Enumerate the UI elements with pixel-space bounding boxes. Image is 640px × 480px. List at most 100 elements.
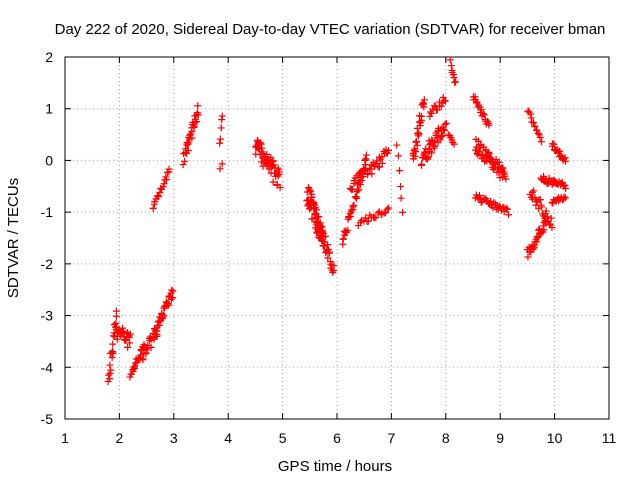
data-point <box>259 162 267 170</box>
data-point <box>418 160 426 168</box>
data-point <box>433 106 441 114</box>
data-point <box>270 161 278 169</box>
data-point <box>383 205 391 213</box>
data-point <box>431 138 439 146</box>
data-point <box>269 178 277 186</box>
data-point <box>550 140 558 148</box>
data-point <box>321 242 329 250</box>
data-point <box>479 110 487 118</box>
data-point <box>561 181 569 189</box>
x-tick-label: 8 <box>442 430 450 446</box>
x-axis-label: GPS time / hours <box>278 458 392 475</box>
y-tick-label: 1 <box>45 101 53 117</box>
data-point <box>560 193 568 201</box>
data-point <box>263 150 271 158</box>
data-point <box>259 149 267 157</box>
data-point <box>106 369 114 377</box>
data-point <box>369 159 377 167</box>
data-point <box>181 157 189 165</box>
data-point <box>446 56 454 64</box>
data-point <box>105 371 113 379</box>
data-point <box>179 161 187 169</box>
data-point <box>155 321 163 329</box>
data-point <box>106 361 114 369</box>
data-point <box>358 177 366 185</box>
data-point <box>112 312 120 320</box>
y-tick-label: -5 <box>41 411 54 427</box>
data-point <box>415 130 423 138</box>
data-point <box>256 139 264 147</box>
data-point <box>165 165 173 173</box>
data-point <box>489 204 497 212</box>
data-point <box>274 172 282 180</box>
x-tick-label: 2 <box>116 430 124 446</box>
data-point <box>130 363 138 371</box>
data-point <box>438 132 446 140</box>
data-point <box>216 165 224 173</box>
data-point <box>164 169 172 177</box>
data-point <box>149 204 157 212</box>
data-point <box>194 111 202 119</box>
data-point <box>450 74 458 82</box>
x-tick-label: 9 <box>496 430 504 446</box>
data-point <box>441 120 449 128</box>
data-point <box>348 186 356 194</box>
data-point <box>373 157 381 165</box>
data-point <box>442 119 450 127</box>
data-point <box>216 139 224 147</box>
data-point <box>410 146 418 154</box>
data-point <box>129 367 137 375</box>
data-point <box>502 204 510 212</box>
data-point <box>420 96 428 104</box>
data-point <box>505 211 513 219</box>
data-point <box>447 62 455 70</box>
data-point <box>139 355 147 363</box>
data-point <box>441 97 449 105</box>
data-point <box>364 217 372 225</box>
data-point <box>306 186 314 194</box>
y-tick-label: 0 <box>45 152 53 168</box>
data-point <box>275 168 283 176</box>
data-point <box>353 194 361 202</box>
data-point <box>193 118 201 126</box>
y-tick-label: -4 <box>41 359 54 375</box>
data-point <box>426 141 434 149</box>
data-point <box>475 148 483 156</box>
data-point <box>344 226 352 234</box>
data-point <box>109 340 117 348</box>
x-tick-label: 5 <box>279 430 287 446</box>
data-point <box>355 186 363 194</box>
data-point <box>393 141 401 149</box>
data-point <box>380 209 388 217</box>
data-point <box>502 175 510 183</box>
data-point <box>154 193 162 201</box>
data-point <box>536 134 544 142</box>
data-point <box>487 197 495 205</box>
data-point <box>413 141 421 149</box>
data-point <box>109 349 117 357</box>
data-point <box>479 151 487 159</box>
data-point <box>107 366 115 374</box>
x-tick-label: 7 <box>388 430 396 446</box>
data-point <box>485 121 493 129</box>
data-point <box>165 301 173 309</box>
data-point <box>368 170 376 178</box>
data-point <box>167 295 175 303</box>
data-point <box>312 206 320 214</box>
data-point <box>108 354 116 362</box>
data-point <box>366 165 374 173</box>
data-point <box>428 109 436 117</box>
y-tick-label: -1 <box>41 204 54 220</box>
data-point <box>536 196 544 204</box>
data-point <box>360 166 368 174</box>
data-point <box>533 126 541 134</box>
data-point <box>397 194 405 202</box>
data-point <box>131 362 139 370</box>
data-point <box>315 213 323 221</box>
data-point <box>421 148 429 156</box>
data-point <box>308 215 316 223</box>
y-axis-label: SDTVAR / TECUs <box>5 178 22 298</box>
data-point <box>359 173 367 181</box>
y-tick-label: 2 <box>45 49 53 65</box>
axis-ticks: 1 2 3 4 5 6 7 8 9 10 11 -5 -4 -3 -2 -1 0 1 2 <box>41 49 617 446</box>
